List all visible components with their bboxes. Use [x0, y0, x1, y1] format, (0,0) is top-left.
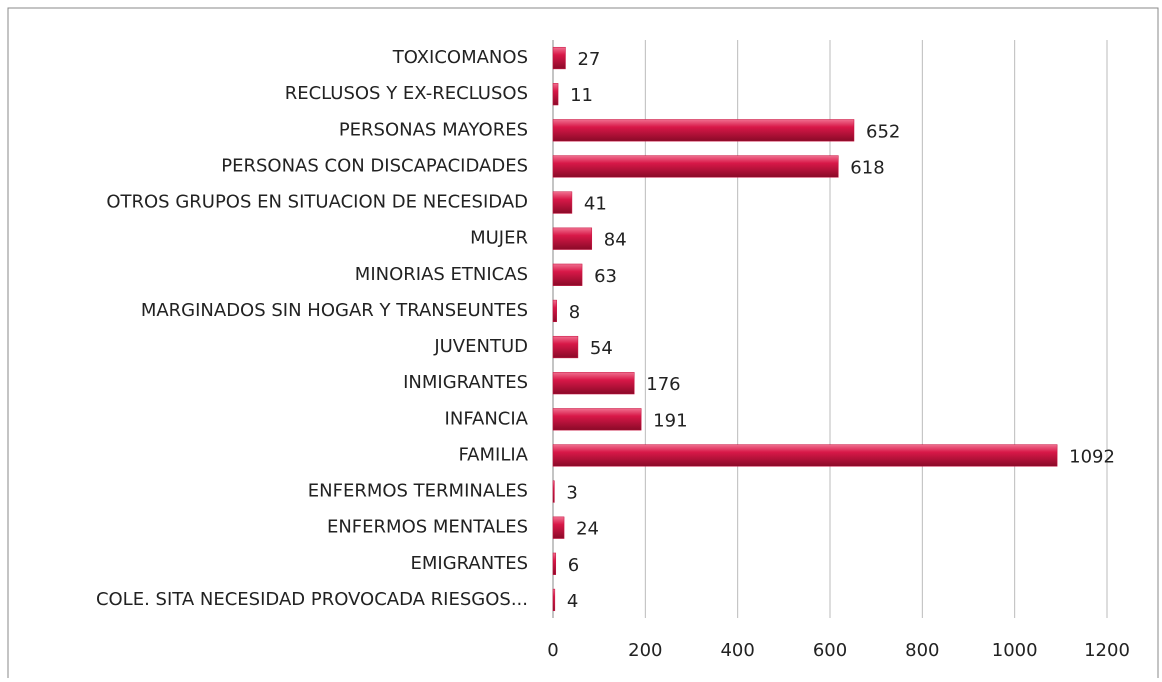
bar	[552, 299, 557, 323]
value-label: 24	[576, 519, 599, 540]
y-tick-label: JUVENTUD	[433, 336, 528, 357]
value-label: 652	[866, 121, 900, 142]
value-label: 41	[584, 194, 607, 215]
y-tick-label: MUJER	[470, 228, 528, 249]
y-tick-label: ENFERMOS MENTALES	[327, 517, 528, 538]
chart-frame	[7, 7, 1159, 682]
y-tick-label: FAMILIA	[458, 444, 528, 465]
value-label: 54	[590, 338, 613, 359]
y-tick-label: RECLUSOS Y EX-RECLUSOS	[285, 83, 528, 104]
value-label: 27	[577, 49, 600, 70]
value-label: 84	[604, 230, 627, 251]
y-tick-label: MARGINADOS SIN HOGAR Y TRANSEUNTES	[141, 300, 528, 321]
x-tick-label: 400	[720, 640, 754, 661]
y-tick-label: PERSONAS MAYORES	[339, 119, 528, 140]
x-tick-label: 0	[547, 640, 558, 661]
bar	[552, 516, 565, 539]
value-label: 63	[594, 266, 617, 287]
bar	[552, 263, 583, 286]
y-tick-label: COLE. SITA NECESIDAD PROVOCADA RIESGOS..…	[96, 589, 528, 610]
bar	[552, 444, 1058, 467]
value-label: 618	[850, 157, 884, 178]
bar	[552, 155, 839, 178]
bar	[552, 191, 573, 214]
y-tick-label: ENFERMOS TERMINALES	[308, 481, 528, 502]
bar	[552, 227, 593, 250]
value-label: 1092	[1069, 446, 1115, 467]
bar	[552, 83, 559, 106]
bar	[552, 46, 566, 70]
y-tick-label: TOXICOMANOS	[392, 47, 528, 68]
bar	[552, 372, 635, 395]
value-label: 6	[568, 555, 579, 576]
bar	[552, 480, 555, 503]
value-label: 4	[567, 591, 578, 612]
value-label: 191	[653, 410, 687, 431]
y-tick-label: PERSONAS CON DISCAPACIDADES	[221, 155, 528, 176]
bar	[552, 119, 855, 142]
bar	[552, 408, 642, 431]
x-tick-label: 200	[628, 640, 662, 661]
y-tick-label: EMIGRANTES	[410, 553, 528, 574]
x-tick-label: 1000	[992, 640, 1038, 661]
x-tick-label: 600	[813, 640, 847, 661]
bar	[552, 588, 556, 612]
bar	[552, 335, 579, 359]
bar	[552, 552, 557, 575]
y-tick-label: INMIGRANTES	[403, 372, 528, 393]
x-tick-label: 1200	[1084, 640, 1130, 661]
x-tick-label: 800	[905, 640, 939, 661]
y-tick-label: INFANCIA	[445, 408, 529, 429]
value-label: 8	[569, 302, 580, 323]
value-label: 176	[646, 374, 680, 395]
y-tick-label: MINORIAS ETNICAS	[355, 264, 528, 285]
y-tick-label: OTROS GRUPOS EN SITUACION DE NECESIDAD	[106, 192, 528, 213]
value-label: 3	[566, 483, 577, 504]
value-label: 11	[570, 85, 593, 106]
